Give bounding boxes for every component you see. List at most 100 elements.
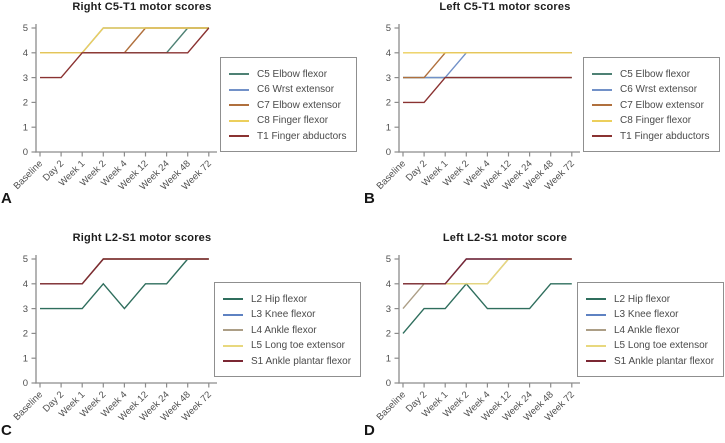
y-tick-label: 4: [386, 279, 391, 290]
chart-panel-d: Left L2-S1 motor score 0 1 2 3 4 5 Baseline Day …: [363, 222, 725, 443]
y-tick-label: 4: [23, 48, 28, 59]
x-tick-label: Baseline: [12, 158, 46, 192]
series-line-l3-knee-flexor: [40, 258, 209, 285]
series-line-l2-hip-flexor: [402, 282, 572, 334]
legend: C5 Elbow flexor C6 Wrst extensor C7 Elbow …: [583, 57, 720, 152]
x-tick-label: Baseline: [375, 158, 409, 192]
y-tick-label: 4: [386, 48, 391, 59]
series-line-l3-knee-flexor: [403, 258, 572, 285]
y-tick-label: 0: [23, 147, 28, 158]
legend-swatch: [586, 344, 606, 347]
chart-panel-a: Right C5-T1 motor scores 0 1 2 3 4 5 Baseline Da…: [0, 0, 362, 221]
legend-item-c7-elbow-extensor: C7 Elbow extensor: [229, 99, 347, 112]
legend-label: L5 Long toe extensor: [251, 340, 345, 351]
y-tick-label: 2: [23, 98, 28, 109]
y-tick-label: 0: [23, 378, 28, 389]
y-tick-label: 5: [23, 23, 28, 34]
chart-panel-b: Left C5-T1 motor scores 0 1 2 3 4 5 Baseline Day…: [363, 0, 725, 221]
legend-label: L4 Ankle flexor: [614, 324, 680, 336]
legend-label: S1 Ankle plantar flexor: [614, 355, 715, 367]
legend-label: C7 Elbow extensor: [620, 99, 704, 111]
chart-title: Right C5-T1 motor scores: [72, 1, 212, 13]
legend-item-l3-knee-flexor: L3 Knee flexor: [586, 308, 714, 321]
y-tick-label: 3: [23, 73, 28, 84]
y-tick-label: 2: [386, 329, 391, 340]
legend-label: C5 Elbow flexor: [620, 68, 691, 80]
series-line-c5-elbow-flexor: [40, 27, 209, 54]
series-line-s1-ankle-plantar-flexor: [40, 258, 209, 285]
y-tick-label: 5: [23, 254, 28, 265]
legend-item-c6-wrst-extensor: C6 Wrst extensor: [592, 83, 710, 96]
legend-label: S1 Ankle plantar flexor: [251, 355, 352, 367]
y-tick-label: 1: [23, 353, 28, 364]
chart-panel-c: Right L2-S1 motor scores 0 1 2 3 4 5 Baseline Da…: [0, 222, 362, 443]
series-line-s1-ankle-plantar-flexor: [403, 258, 572, 285]
series-line-c6-wrst-extensor: [40, 27, 209, 54]
series-line-c7-elbow-extensor: [40, 27, 209, 54]
legend-swatch: [586, 360, 606, 362]
series-line-l2-hip-flexor: [40, 258, 209, 310]
x-tick-label: Baseline: [12, 389, 46, 423]
y-tick-label: 4: [23, 279, 28, 290]
legend-item-t1-finger-abductors: T1 Finger abductors: [592, 130, 710, 143]
legend-swatch: [592, 73, 612, 75]
legend-swatch: [229, 135, 249, 137]
legend-swatch: [592, 135, 612, 137]
legend-label: L3 Knee flexor: [614, 309, 679, 320]
legend-label: L5 Long toe extensor: [614, 340, 708, 351]
y-tick-label: 0: [386, 147, 391, 158]
legend-item-c5-elbow-flexor: C5 Elbow flexor: [229, 68, 347, 81]
legend-label: C5 Elbow flexor: [257, 68, 328, 80]
legend-swatch: [586, 329, 606, 331]
y-tick-label: 3: [386, 73, 391, 84]
y-tick-label: 1: [23, 122, 28, 133]
legend-label: T1 Finger abductors: [620, 130, 710, 142]
legend-swatch: [592, 88, 612, 91]
legend-swatch: [586, 313, 606, 316]
series-line-c8-finger-flexor: [40, 27, 209, 54]
y-tick-label: 5: [386, 23, 391, 34]
series-line-t1-finger-abductors: [403, 76, 572, 104]
legend: C5 Elbow flexor C6 Wrst extensor C7 Elbow …: [220, 57, 357, 152]
legend-swatch: [223, 329, 243, 331]
legend-item-c8-finger-flexor: C8 Finger flexor: [592, 114, 710, 127]
legend-swatch: [223, 360, 243, 362]
legend-swatch: [592, 104, 612, 106]
legend-item-t1-finger-abductors: T1 Finger abductors: [229, 130, 347, 143]
panel-letter-a: A: [1, 190, 12, 207]
legend-swatch: [223, 313, 243, 316]
series-line-c6-wrst-extensor: [403, 52, 572, 79]
legend-label: C6 Wrst extensor: [257, 84, 335, 95]
x-tick-label: Baseline: [375, 389, 409, 423]
legend-label: C8 Finger flexor: [257, 115, 329, 126]
y-tick-label: 5: [386, 254, 391, 265]
y-tick-label: 1: [386, 353, 391, 364]
legend-item-c5-elbow-flexor: C5 Elbow flexor: [592, 68, 710, 81]
legend-label: L3 Knee flexor: [251, 309, 316, 320]
chart-title: Right L2-S1 motor scores: [72, 232, 212, 244]
series-line-l5-long-toe-extensor: [40, 258, 209, 285]
legend-swatch: [229, 104, 249, 106]
legend-swatch: [229, 88, 249, 91]
legend-item-l2-hip-flexor: L2 Hip flexor: [223, 293, 351, 306]
series-line-c7-elbow-extensor: [403, 52, 572, 79]
legend-label: C6 Wrst extensor: [620, 84, 698, 95]
panel-letter-c: C: [1, 422, 12, 439]
legend-label: T1 Finger abductors: [257, 130, 347, 142]
legend-item-l5-long-toe-extensor: L5 Long toe extensor: [223, 339, 351, 352]
legend-item-l4-ankle-flexor: L4 Ankle flexor: [586, 324, 714, 337]
legend-item-l4-ankle-flexor: L4 Ankle flexor: [223, 324, 351, 337]
legend: L2 Hip flexor L3 Knee flexor L4 Ankle flex…: [214, 282, 362, 377]
y-tick-label: 2: [386, 98, 391, 109]
legend-item-l3-knee-flexor: L3 Knee flexor: [223, 308, 351, 321]
legend-label: C7 Elbow extensor: [257, 99, 341, 111]
legend-item-s1-ankle-plantar-flexor: S1 Ankle plantar flexor: [586, 355, 714, 368]
legend-swatch: [229, 119, 249, 122]
legend-item-c6-wrst-extensor: C6 Wrst extensor: [229, 83, 347, 96]
y-tick-label: 0: [386, 378, 391, 389]
legend-label: L2 Hip flexor: [614, 293, 671, 305]
panel-letter-b: B: [364, 190, 375, 207]
